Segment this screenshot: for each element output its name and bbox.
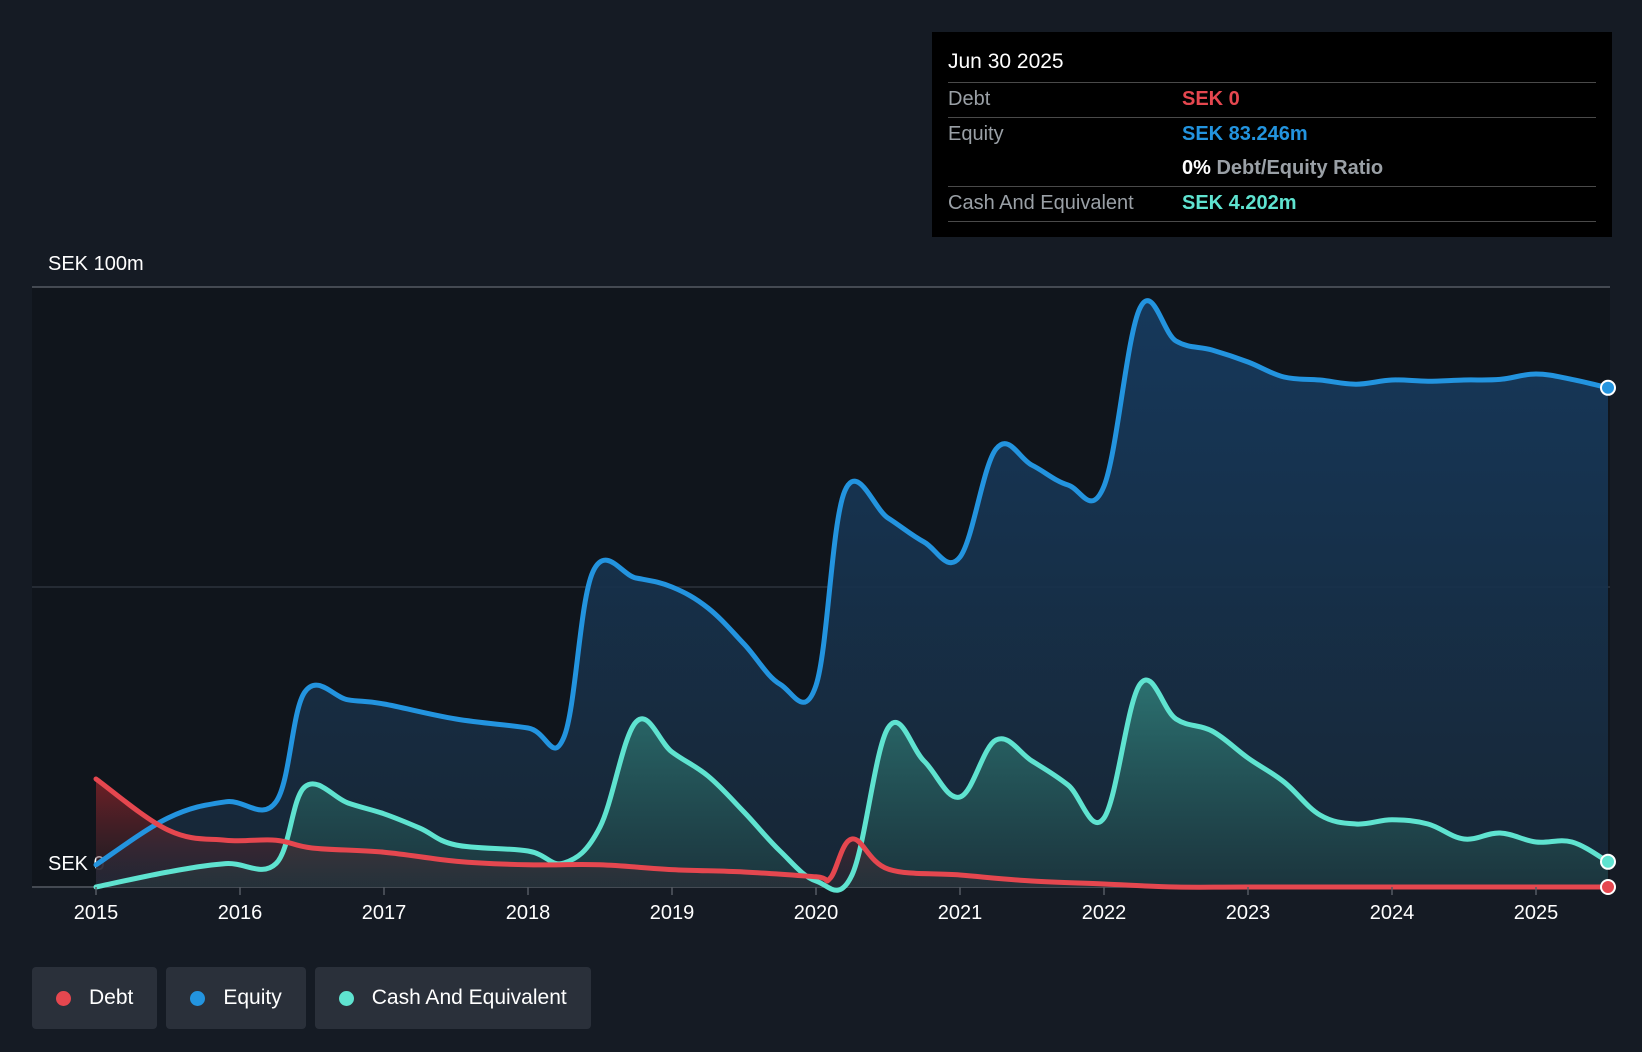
- equity-area: [96, 300, 1608, 887]
- cash-and-equivalent-line: [93, 677, 1611, 893]
- tooltip-debt-value: SEK 0: [1182, 88, 1240, 110]
- legend-label-cash: Cash And Equivalent: [371, 986, 567, 1009]
- x-tick-label-2025: 2025: [1514, 902, 1559, 924]
- x-axis-ticks: 2015 2016 2017 2018 2019 2020 2021 2022 2023 2024…: [74, 887, 1559, 924]
- tooltip-row-ratio: 0% Debt/Equity Ratio: [948, 152, 1596, 187]
- x-tick-label-2018: 2018: [506, 902, 551, 924]
- series-lines: [93, 298, 1611, 893]
- debt-area: [96, 779, 1608, 888]
- debt-end-point[interactable]: [1600, 879, 1616, 895]
- tooltip-date: Jun 30 2025: [948, 46, 1596, 83]
- tooltip-row-equity: Equity SEK 83.246m: [948, 118, 1596, 152]
- tooltip-panel: Jun 30 2025 Debt SEK 0 Equity SEK 83.246…: [932, 32, 1612, 237]
- debt-line: [93, 776, 1611, 890]
- series-areas: [96, 300, 1608, 891]
- tooltip-equity-label: Equity: [948, 123, 1004, 145]
- legend-item-equity[interactable]: Equity: [166, 967, 306, 1029]
- x-tick-label-2016: 2016: [218, 902, 263, 924]
- legend-item-cash[interactable]: Cash And Equivalent: [314, 967, 591, 1029]
- tooltip-ratio-label: Debt/Equity Ratio: [1216, 157, 1384, 179]
- equity-line: [93, 298, 1611, 868]
- tooltip-equity-value: SEK 83.246m: [1182, 123, 1308, 145]
- x-tick-label-2019: 2019: [650, 902, 695, 924]
- x-tick-label-2021: 2021: [938, 902, 983, 924]
- tooltip-row-cash: Cash And Equivalent SEK 4.202m: [948, 187, 1596, 222]
- legend-dot-equity: [190, 990, 206, 1006]
- x-tick-label-2023: 2023: [1226, 902, 1271, 924]
- tooltip-debt-label: Debt: [948, 88, 991, 110]
- cash-and-equivalent-area: [96, 680, 1608, 891]
- tooltip-ratio-spacer: [948, 152, 1182, 186]
- x-tick-label-2017: 2017: [362, 902, 407, 924]
- equity-end-point[interactable]: [1600, 379, 1616, 396]
- tooltip-ratio-value: 0%: [1182, 157, 1211, 179]
- tooltip-cash-label: Cash And Equivalent: [948, 192, 1134, 214]
- legend-item-debt[interactable]: Debt: [32, 967, 158, 1029]
- x-tick-label-2024: 2024: [1370, 902, 1415, 924]
- cash-and-equivalent-end-point[interactable]: [1600, 853, 1616, 870]
- legend-label-equity: Equity: [223, 986, 282, 1009]
- tooltip-row-debt: Debt SEK 0: [948, 83, 1596, 118]
- x-tick-label-2020: 2020: [794, 902, 839, 924]
- x-tick-label-2015: 2015: [74, 902, 119, 924]
- legend-dot-debt: [56, 990, 71, 1006]
- legend: Debt Equity Cash And Equivalent: [32, 967, 591, 1029]
- legend-label-debt: Debt: [89, 986, 134, 1009]
- tooltip-cash-value: SEK 4.202m: [1182, 192, 1297, 214]
- legend-dot-cash: [338, 990, 354, 1006]
- y-axis-label-top: SEK 100m: [48, 253, 144, 275]
- x-tick-label-2022: 2022: [1082, 902, 1127, 924]
- tooltip-ratio: 0% Debt/Equity Ratio: [1182, 152, 1383, 186]
- y-axis-label-zero: SEK 0: [48, 853, 105, 875]
- end-markers: [1600, 379, 1616, 895]
